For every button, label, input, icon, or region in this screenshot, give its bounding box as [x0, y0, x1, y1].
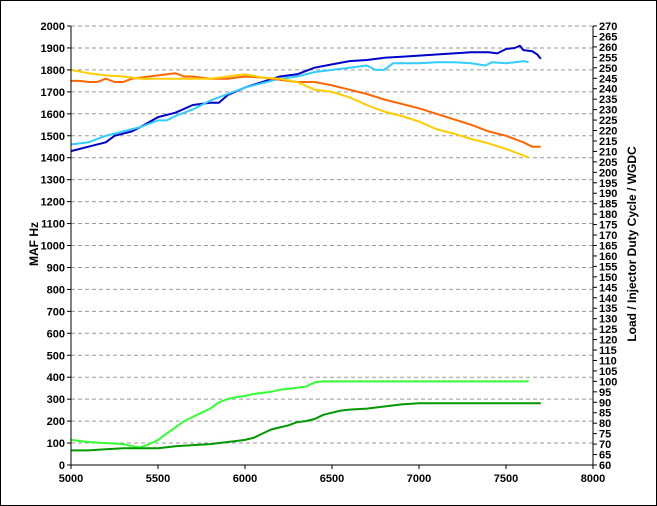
y-right-tick-label: 255 [599, 52, 617, 64]
y-right-tick-label: 220 [599, 126, 617, 138]
series-line-6 [71, 402, 541, 452]
y-right-tick-label: 190 [599, 188, 617, 200]
y-right-tick-label: 105 [599, 366, 617, 378]
x-tick-label: 7500 [494, 473, 518, 485]
x-tick-label: 6500 [320, 473, 344, 485]
y-right-tick-label: 120 [599, 335, 617, 347]
y-left-tick-label: 1900 [41, 43, 65, 55]
y-left-tick-label: 1800 [41, 65, 65, 77]
y-left-tick-label: 200 [47, 416, 65, 428]
y-right-tick-label: 75 [599, 429, 611, 441]
series-line-5 [70, 380, 529, 449]
series-line-3 [71, 72, 541, 148]
y-right-tick-label: 110 [599, 355, 617, 367]
y-left-tick-label: 100 [47, 438, 65, 450]
y-right-tick-label: 260 [599, 42, 617, 54]
y-right-tick-label: 165 [599, 241, 617, 253]
y-right-tick-label: 270 [599, 21, 617, 33]
y-right-tick-label: 155 [599, 261, 617, 273]
y-left-tick-label: 1300 [41, 175, 65, 187]
y-right-tick-label: 215 [599, 136, 617, 148]
y-left-tick-label: 700 [47, 306, 65, 318]
y-left-tick-label: 600 [47, 328, 65, 340]
y-right-tick-label: 95 [599, 387, 611, 399]
y-right-tick-label: 115 [599, 345, 617, 357]
y-left-tick-label: 500 [47, 350, 65, 362]
y-right-tick-label: 180 [599, 209, 617, 221]
y-right-tick-label: 70 [599, 439, 611, 451]
series-line-2 [70, 60, 529, 146]
x-tick-label: 7000 [407, 473, 431, 485]
series-lines [70, 44, 542, 452]
y-right-tick-label: 130 [599, 314, 617, 326]
y-right-tick-label: 250 [599, 63, 617, 75]
x-tick-label: 5000 [59, 473, 83, 485]
y-right-tick-label: 195 [599, 178, 617, 190]
y-right-tick-label: 85 [599, 408, 611, 420]
y-right-tick-label: 175 [599, 220, 617, 232]
y-right-tick-label: 145 [599, 282, 617, 294]
y-axis-left-label: MAF Hz [27, 222, 41, 266]
y-left-tick-label: 1400 [41, 153, 65, 165]
y-right-tick-label: 235 [599, 94, 617, 106]
y-right-tick-label: 125 [599, 324, 617, 336]
y-right-tick-label: 150 [599, 272, 617, 284]
y-right-tick-label: 170 [599, 230, 617, 242]
y-right-tick-label: 240 [599, 84, 617, 96]
y-right-tick-label: 90 [599, 397, 611, 409]
y-right-tick-label: 205 [599, 157, 617, 169]
x-tick-label: 5500 [146, 473, 170, 485]
y-left-tick-label: 1100 [41, 219, 65, 231]
axes [67, 25, 597, 469]
y-right-tick-label: 135 [599, 303, 617, 315]
x-tick-label: 8000 [581, 473, 605, 485]
y-right-tick-label: 65 [599, 450, 611, 462]
series-line-1 [70, 44, 542, 153]
y-right-tick-label: 230 [599, 105, 617, 117]
y-left-tick-label: 0 [59, 460, 65, 472]
y-left-tick-label: 300 [47, 394, 65, 406]
y-right-tick-label: 225 [599, 115, 617, 127]
y-right-tick-label: 200 [599, 167, 617, 179]
y-right-tick-label: 60 [599, 460, 611, 472]
y-left-tick-label: 1000 [41, 241, 65, 253]
y-left-tick-label: 1700 [41, 87, 65, 99]
y-axis-right-label: Load / Injector Duty Cycle / WGDC [625, 146, 639, 342]
y-left-tick-label: 2000 [41, 21, 65, 33]
y-right-tick-label: 245 [599, 73, 617, 85]
y-right-tick-label: 160 [599, 251, 617, 263]
series-line-4 [70, 68, 529, 159]
y-right-tick-label: 185 [599, 199, 617, 211]
y-right-tick-label: 265 [599, 31, 617, 43]
y-left-tick-label: 1600 [41, 109, 65, 121]
y-right-tick-label: 210 [599, 146, 617, 158]
x-tick-label: 6000 [233, 473, 257, 485]
y-left-tick-label: 800 [47, 284, 65, 296]
y-left-tick-label: 900 [47, 262, 65, 274]
y-left-tick-label: 1200 [41, 197, 65, 209]
y-right-tick-label: 80 [599, 418, 611, 430]
y-left-tick-label: 1500 [41, 131, 65, 143]
y-right-tick-label: 100 [599, 376, 617, 388]
y-right-tick-label: 140 [599, 293, 617, 305]
y-left-tick-label: 400 [47, 372, 65, 384]
tick-labels: 0 100 200 300 400 500 600 700 800 900 1000 1100 1200… [41, 21, 618, 485]
